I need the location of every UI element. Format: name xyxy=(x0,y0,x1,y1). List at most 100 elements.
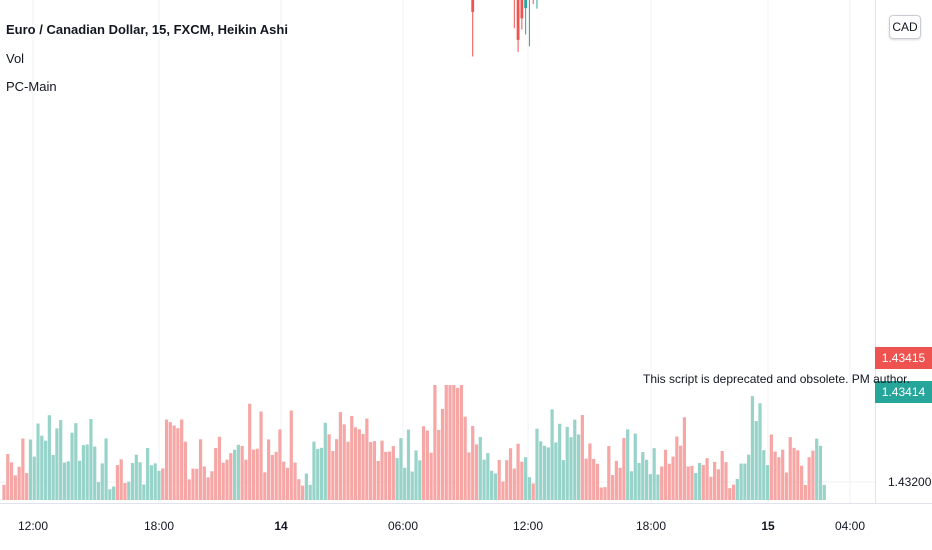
volume-bar xyxy=(546,447,550,500)
volume-bar xyxy=(554,442,558,500)
volume-bar xyxy=(811,450,815,500)
volume-bar xyxy=(153,463,157,500)
volume-bar xyxy=(561,460,566,500)
volume-bar xyxy=(308,484,312,500)
volume-bar xyxy=(70,432,74,500)
volume-bar xyxy=(270,455,274,500)
volume-bar xyxy=(777,457,781,500)
volume-bar xyxy=(346,441,350,500)
x-tick-label: 15 xyxy=(761,519,775,533)
volume-bar xyxy=(221,462,225,500)
volume-bar xyxy=(25,473,29,500)
volume-bar xyxy=(142,484,146,500)
volume-bar xyxy=(395,458,399,500)
volume-bar xyxy=(505,460,509,500)
volume-bar xyxy=(754,421,758,500)
volume-bar xyxy=(342,424,346,500)
volume-bar xyxy=(690,465,694,500)
volume-bar xyxy=(285,467,290,500)
x-tick-label: 14 xyxy=(274,519,288,533)
volume-bar xyxy=(274,451,278,500)
volume-bar xyxy=(293,462,297,500)
volume-bar xyxy=(361,433,365,500)
volume-bar xyxy=(36,423,40,500)
volume-bar xyxy=(104,438,108,500)
volume-bars xyxy=(2,385,826,500)
volume-bar xyxy=(641,452,645,500)
volume-bar xyxy=(119,459,123,500)
volume-bar xyxy=(807,457,811,500)
volume-bar xyxy=(622,437,626,500)
time-axis[interactable]: 12:00 18:00 14 06:00 12:00 18:00 15 04:00 xyxy=(18,519,865,533)
volume-bar xyxy=(55,428,59,500)
volume-bar xyxy=(112,486,116,500)
volume-bar xyxy=(769,434,773,500)
volume-bar xyxy=(157,470,161,500)
volume-bar xyxy=(251,449,256,500)
volume-bar xyxy=(686,466,690,500)
volume-bar xyxy=(6,454,10,500)
volume-bar xyxy=(531,483,535,500)
volume-bar xyxy=(739,463,743,500)
volume-bar xyxy=(316,448,320,500)
volume-bar xyxy=(319,447,324,500)
x-tick-label: 18:00 xyxy=(144,519,174,533)
volume-bar xyxy=(40,435,44,500)
volume-bar xyxy=(539,441,543,500)
volume-bar xyxy=(663,449,668,500)
x-tick-label: 04:00 xyxy=(835,519,865,533)
volume-study-label[interactable]: Vol xyxy=(6,51,25,66)
volume-bar xyxy=(599,487,603,500)
volume-bar xyxy=(576,434,581,500)
volume-bar xyxy=(675,436,679,500)
volume-bar xyxy=(172,425,176,500)
volume-bar xyxy=(180,419,184,500)
volume-bar xyxy=(338,412,343,500)
volume-bar xyxy=(130,463,135,500)
volume-bar xyxy=(792,447,796,500)
candle-body xyxy=(516,0,520,40)
volume-bar xyxy=(762,450,766,500)
candle-body xyxy=(520,0,524,19)
volume-bar xyxy=(467,452,471,500)
volume-bar xyxy=(637,462,641,500)
volume-bar xyxy=(448,385,452,500)
volume-bar xyxy=(267,439,271,500)
volume-bar xyxy=(524,457,528,500)
volume-bar xyxy=(660,466,664,500)
volume-bar xyxy=(380,440,384,500)
volume-bar xyxy=(743,463,747,500)
volume-bar xyxy=(459,385,463,500)
volume-bar xyxy=(74,423,78,500)
currency-badge[interactable]: CAD xyxy=(889,15,921,39)
volume-bar xyxy=(550,409,554,500)
price-axis[interactable]: 1.432001.434001.436001.438001.440001.442… xyxy=(888,0,932,489)
volume-bar xyxy=(85,444,89,500)
script-deprecated-annotation: This script is deprecated and obsolete. … xyxy=(643,372,910,386)
volume-bar xyxy=(365,418,369,500)
volume-bar xyxy=(214,447,218,500)
volume-bar xyxy=(701,465,705,500)
volume-bar xyxy=(747,454,751,500)
last-price-label-green: 1.43414 xyxy=(875,381,932,403)
volume-bar xyxy=(78,460,82,500)
volume-bar xyxy=(406,429,411,500)
volume-bar xyxy=(176,428,180,500)
volume-bar xyxy=(81,445,85,500)
volume-bar xyxy=(115,465,119,500)
volume-bar xyxy=(614,460,618,500)
volume-bar xyxy=(731,484,736,500)
volume-bar xyxy=(565,426,569,500)
volume-bar xyxy=(629,471,634,500)
volume-bar xyxy=(471,425,475,500)
volume-bar xyxy=(527,477,532,500)
pc-main-study-label[interactable]: PC-Main xyxy=(6,79,57,94)
volume-bar xyxy=(372,441,377,500)
volume-bar xyxy=(282,461,286,500)
grid-lines xyxy=(0,0,875,503)
volume-bar xyxy=(255,448,259,500)
candle-body xyxy=(524,0,528,9)
chart-title[interactable]: Euro / Canadian Dollar, 15, FXCM, Heikin… xyxy=(6,22,288,37)
volume-bar xyxy=(610,475,615,500)
